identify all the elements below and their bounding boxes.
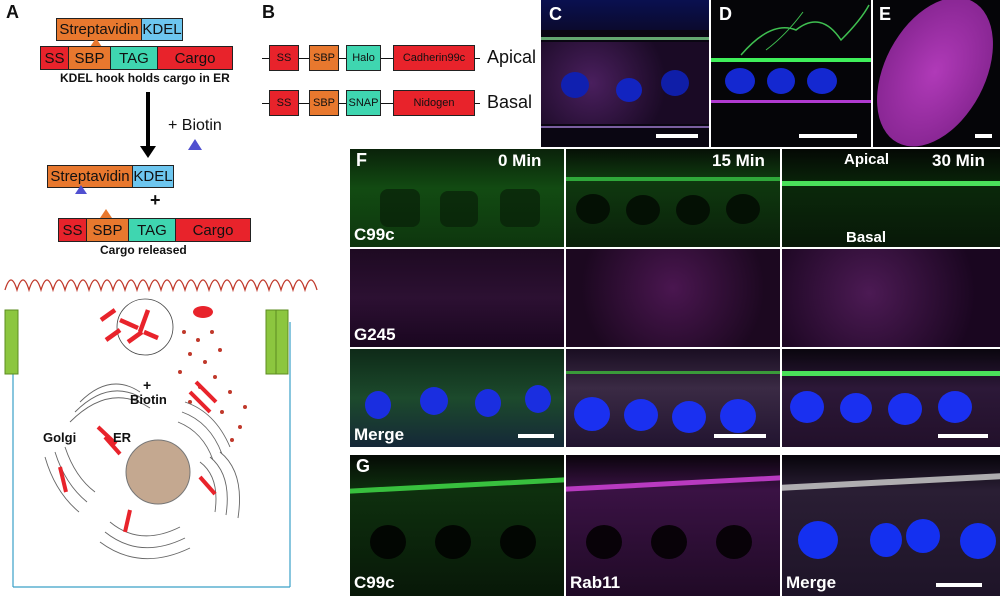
apical-halo-box: Halo: [346, 45, 381, 71]
image-g-c99c: G C99c: [350, 455, 564, 596]
kdel-box: KDEL: [141, 18, 183, 41]
sbp-triangle-icon: [100, 209, 112, 218]
apical-cadherin-box: Cadherin99c: [393, 45, 475, 71]
image-panel-d: D: [711, 0, 871, 147]
tag-box-released: TAG: [128, 218, 176, 242]
bound-biotin-icon: [75, 185, 87, 194]
streptavidin-box: Streptavidin: [56, 18, 142, 41]
scale-bar: [714, 434, 766, 438]
kdel-box-released: KDEL: [132, 165, 174, 188]
g-label-rab11: Rab11: [570, 573, 621, 592]
biotin-triangle-icon: [188, 139, 202, 150]
image-f-g245-15min: [566, 249, 780, 347]
scale-bar: [975, 134, 992, 138]
panel-label-b: B: [262, 2, 275, 22]
panel-label-c: C: [549, 4, 562, 24]
cell-biotin-label: Biotin: [130, 392, 167, 407]
image-panel-c: C: [541, 0, 709, 147]
row-label-g245: G245: [354, 325, 396, 344]
streptavidin-box-released: Streptavidin: [47, 165, 133, 188]
hook-triangle-icon: [90, 38, 102, 47]
released-caption: Cargo released: [100, 243, 187, 257]
basal-ss-box: SS: [269, 90, 299, 116]
panel-label-e: E: [879, 4, 892, 24]
row-label-c99c: C99c: [354, 225, 395, 244]
cargo-box-released: Cargo: [175, 218, 251, 242]
image-f-g245-0min: G245: [350, 249, 564, 347]
hook-caption: KDEL hook holds cargo in ER: [60, 71, 230, 85]
g-label-merge: Merge: [786, 573, 837, 592]
time-label-30: 30 Min: [932, 151, 985, 170]
panel-label-a: A: [6, 2, 19, 22]
image-f-merge-30min: [782, 349, 1000, 447]
image-f-merge-0min: Merge: [350, 349, 564, 447]
sbp-box-released: SBP: [86, 218, 129, 242]
biotin-label: + Biotin: [168, 117, 222, 134]
ss-box: SS: [40, 46, 69, 70]
time-label-0: 0 Min: [498, 151, 542, 170]
image-g-rab11: Rab11: [566, 455, 780, 596]
image-panel-e: E: [873, 0, 1000, 147]
row-label-merge: Merge: [354, 425, 405, 444]
scale-bar: [518, 434, 554, 438]
time-label-15: 15 Min: [712, 151, 765, 170]
image-f-g245-30min: [782, 249, 1000, 347]
scale-bar: [656, 134, 698, 138]
cargo-box: Cargo: [157, 46, 233, 70]
panel-label-d: D: [719, 4, 732, 24]
basal-tag: Basal: [846, 229, 887, 246]
basal-nidogen-box: Nidogen: [393, 90, 475, 116]
plus-sign: +: [150, 190, 161, 210]
cell-plus: +: [143, 377, 152, 393]
scale-bar: [799, 134, 857, 138]
image-f-merge-15min: [566, 349, 780, 447]
apical-ss-box: SS: [269, 45, 299, 71]
basal-snap-box: SNAP: [346, 90, 381, 116]
apical-label: Apical: [487, 47, 537, 67]
er-label: ER: [113, 430, 132, 445]
apical-tag: Apical: [844, 151, 890, 168]
image-f-c99c-30min: Apical 30 Min Basal: [782, 149, 1000, 247]
scale-bar: [938, 434, 988, 438]
ss-box-released: SS: [58, 218, 87, 242]
tag-box: TAG: [110, 46, 158, 70]
image-g-merge: Merge: [782, 455, 1000, 596]
sbp-box: SBP: [68, 46, 111, 70]
release-arrow: [140, 92, 156, 158]
golgi-label: Golgi: [43, 430, 77, 445]
basal-label: Basal: [487, 92, 533, 112]
panel-label-g: G: [356, 456, 371, 476]
basal-sbp-box: SBP: [309, 90, 339, 116]
image-f-c99c-0min: F 0 Min C99c: [350, 149, 564, 247]
apical-sbp-box: SBP: [309, 45, 339, 71]
cell-diagram: [4, 279, 318, 588]
g-label-c99c: C99c: [354, 573, 395, 592]
panel-label-f: F: [356, 150, 367, 170]
scale-bar: [936, 583, 982, 587]
image-f-c99c-15min: 15 Min: [566, 149, 780, 247]
